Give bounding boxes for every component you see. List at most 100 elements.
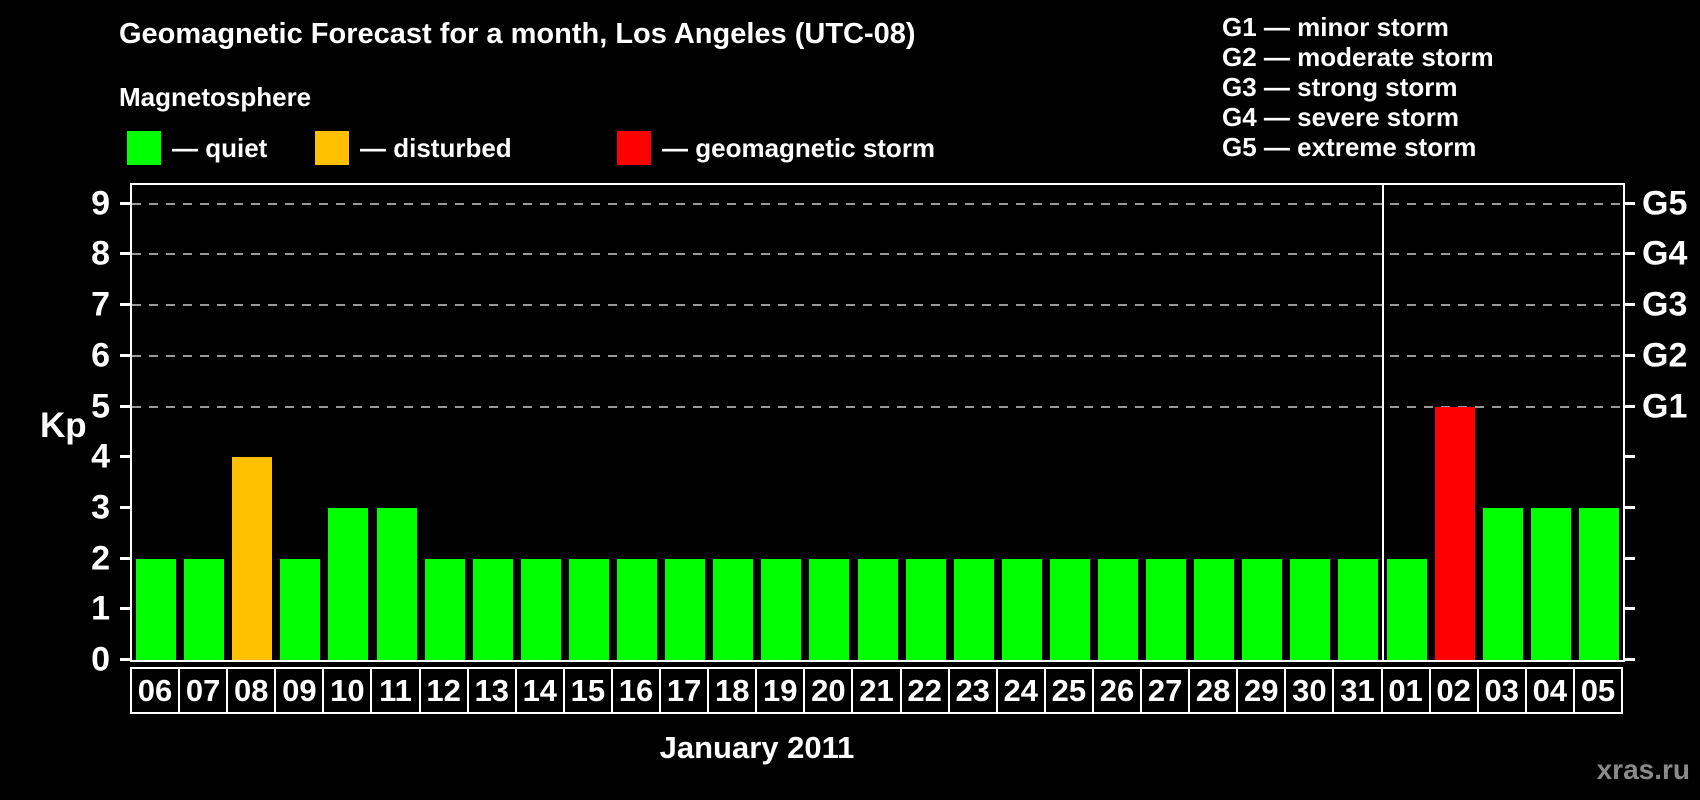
legend-item-quiet: — quiet xyxy=(127,131,267,165)
g1-legend-line: G1 — minor storm xyxy=(1222,12,1449,42)
month-separator-line xyxy=(1381,185,1384,660)
legend-item-storm: — geomagnetic storm xyxy=(617,131,935,165)
bar-day-17 xyxy=(665,558,706,660)
day-label-13: 13 xyxy=(466,667,517,714)
right-axis-tick-0 xyxy=(1625,658,1635,661)
bar-day-04 xyxy=(1530,507,1571,660)
day-label-07: 07 xyxy=(178,667,229,714)
y-tick-label-0: 0 xyxy=(91,640,110,679)
bar-day-13 xyxy=(472,558,513,660)
bar-day-12 xyxy=(424,558,465,660)
left-axis-tick-9 xyxy=(120,201,130,205)
day-label-15: 15 xyxy=(562,667,613,714)
day-label-18: 18 xyxy=(707,667,758,714)
magnetosphere-label: Magnetosphere xyxy=(119,82,312,112)
bar-day-31 xyxy=(1338,558,1379,660)
day-label-12: 12 xyxy=(418,667,469,714)
bar-day-22 xyxy=(905,558,946,660)
bar-day-15 xyxy=(568,558,609,660)
day-label-29: 29 xyxy=(1236,667,1287,714)
day-label-03: 03 xyxy=(1476,667,1527,714)
left-axis-tick-4 xyxy=(120,455,130,459)
bar-day-27 xyxy=(1146,558,1187,660)
bar-day-28 xyxy=(1194,558,1235,660)
right-axis-tick-1 xyxy=(1625,607,1635,611)
bar-day-03 xyxy=(1482,507,1523,660)
g4-legend-line: G4 — severe storm xyxy=(1222,102,1460,132)
gridline-kp7 xyxy=(132,304,1623,307)
g2-legend-line: G2 — moderate storm xyxy=(1222,42,1494,72)
day-label-28: 28 xyxy=(1188,667,1239,714)
y-tick-label-2: 2 xyxy=(91,539,110,578)
gridline-kp6 xyxy=(132,354,1623,357)
legend-label-storm: — geomagnetic storm xyxy=(662,132,936,163)
right-axis-tick-3 xyxy=(1625,505,1635,509)
g-label-G3: G3 xyxy=(1642,285,1688,324)
x-axis-day-labels: 06 07 08 09 10 11 12 13 14 15 16 17 18 19 20 21 22 23 24 25… xyxy=(130,667,1629,714)
day-label-27: 27 xyxy=(1140,667,1191,714)
storm-color-swatch xyxy=(617,131,651,165)
g-label-G5: G5 xyxy=(1642,184,1688,223)
bar-day-14 xyxy=(520,558,561,660)
gridline-kp8 xyxy=(132,253,1623,256)
day-label-10: 10 xyxy=(322,667,373,714)
day-label-05: 05 xyxy=(1572,667,1623,714)
day-label-22: 22 xyxy=(899,667,950,714)
g-label-G2: G2 xyxy=(1642,336,1688,375)
bar-day-23 xyxy=(953,558,994,660)
day-label-01: 01 xyxy=(1380,667,1431,714)
right-axis-tick-4 xyxy=(1625,455,1635,459)
left-axis-tick-6 xyxy=(120,353,130,357)
bar-day-24 xyxy=(1001,558,1042,660)
gridline-kp5 xyxy=(132,405,1623,408)
y-tick-label-3: 3 xyxy=(91,488,110,527)
bar-day-02 xyxy=(1434,406,1475,660)
day-label-17: 17 xyxy=(659,667,710,714)
g-scale-legend: G1 — minor storm G2 — moderate storm G3 … xyxy=(1222,12,1494,162)
bar-day-30 xyxy=(1290,558,1331,660)
g3-legend-line: G3 — strong storm xyxy=(1222,72,1458,102)
bar-day-01 xyxy=(1386,558,1427,660)
day-label-24: 24 xyxy=(995,667,1046,714)
right-axis-tick-8 xyxy=(1625,252,1635,256)
bar-day-11 xyxy=(376,507,417,660)
day-label-25: 25 xyxy=(1043,667,1094,714)
watermark: xras.ru xyxy=(1596,754,1690,785)
day-label-30: 30 xyxy=(1284,667,1335,714)
y-tick-label-4: 4 xyxy=(91,437,110,476)
bar-day-10 xyxy=(328,507,369,660)
g-label-G4: G4 xyxy=(1642,234,1688,273)
day-label-06: 06 xyxy=(130,667,181,714)
day-label-23: 23 xyxy=(947,667,998,714)
day-label-04: 04 xyxy=(1524,667,1575,714)
right-axis-tick-6 xyxy=(1625,353,1635,357)
y-axis-title: Kp xyxy=(40,406,87,445)
left-axis-tick-8 xyxy=(120,252,130,256)
day-label-21: 21 xyxy=(851,667,902,714)
bar-day-09 xyxy=(280,558,321,660)
left-axis-tick-7 xyxy=(120,303,130,307)
quiet-color-swatch xyxy=(127,131,161,165)
y-tick-label-9: 9 xyxy=(91,184,110,223)
bar-day-29 xyxy=(1242,558,1283,660)
left-axis-tick-5 xyxy=(120,404,130,408)
day-label-09: 09 xyxy=(274,667,325,714)
right-axis-tick-5 xyxy=(1625,404,1635,408)
day-label-31: 31 xyxy=(1332,667,1383,714)
right-axis-tick-9 xyxy=(1625,201,1635,205)
left-axis-tick-3 xyxy=(120,505,130,509)
y-tick-label-7: 7 xyxy=(91,285,110,324)
g5-legend-line: G5 — extreme storm xyxy=(1222,132,1477,162)
bar-day-06 xyxy=(136,558,177,660)
bar-day-25 xyxy=(1049,558,1090,660)
day-label-14: 14 xyxy=(514,667,565,714)
y-tick-label-6: 6 xyxy=(91,336,110,375)
day-label-02: 02 xyxy=(1428,667,1479,714)
bar-day-08 xyxy=(232,457,273,660)
day-label-19: 19 xyxy=(755,667,806,714)
chart-title: Geomagnetic Forecast for a month, Los An… xyxy=(119,18,916,50)
legend-item-disturbed: — disturbed xyxy=(315,131,512,165)
plot-area xyxy=(120,183,1635,662)
bar-day-19 xyxy=(761,558,802,660)
day-label-20: 20 xyxy=(803,667,854,714)
